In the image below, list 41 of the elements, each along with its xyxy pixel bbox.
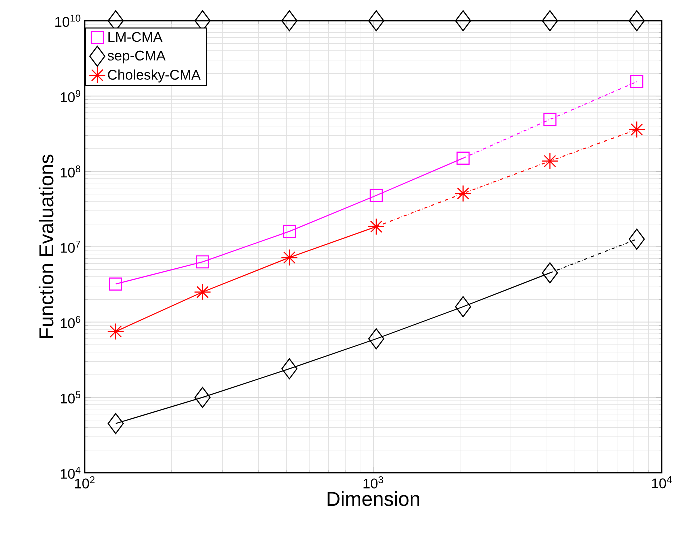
point [628, 10, 646, 32]
point [368, 328, 385, 350]
point [282, 358, 298, 380]
point [628, 121, 646, 138]
point [455, 10, 472, 32]
point [542, 152, 559, 170]
x-tick-label: 10$^{4}$ [652, 476, 672, 489]
point [194, 284, 212, 301]
y-tick-label: 10$^{8}$ [61, 166, 81, 178]
point [455, 296, 472, 318]
x-tick-label: 10$^{3}$ [364, 476, 384, 489]
legend-label: sep-CMA [108, 50, 166, 64]
point [108, 413, 124, 434]
point [282, 10, 298, 32]
legend-label: LM-CMA [108, 32, 163, 42]
point [196, 256, 210, 269]
y-tick-label: 10$^{7}$ [61, 240, 80, 254]
point [109, 278, 122, 291]
point [630, 75, 644, 89]
point [544, 113, 557, 126]
x-axis-title: Dimension [328, 492, 420, 506]
point [368, 218, 386, 236]
y-tick-label: 10$^{4}$ [61, 466, 81, 480]
y-tick-label: 10$^{9}$ [61, 90, 81, 102]
y-tick-label: 10$^{6}$ [61, 316, 81, 328]
point [456, 152, 470, 165]
point [283, 225, 296, 238]
point [281, 249, 298, 266]
point [194, 387, 211, 408]
x-tick-label: 10$^{2}$ [75, 476, 95, 489]
y-tick-label: 10$^{5}$ [61, 392, 81, 404]
legend-label: Cholesky-CMA [108, 70, 201, 83]
point [368, 10, 385, 32]
y-tick-label: 10$^{10}$ [56, 14, 81, 28]
point [628, 228, 646, 250]
y-axis-title: Function Evaluations [38, 154, 54, 338]
point [107, 323, 124, 340]
point [370, 189, 384, 202]
point [454, 185, 472, 202]
point [542, 262, 558, 284]
point [542, 10, 558, 32]
